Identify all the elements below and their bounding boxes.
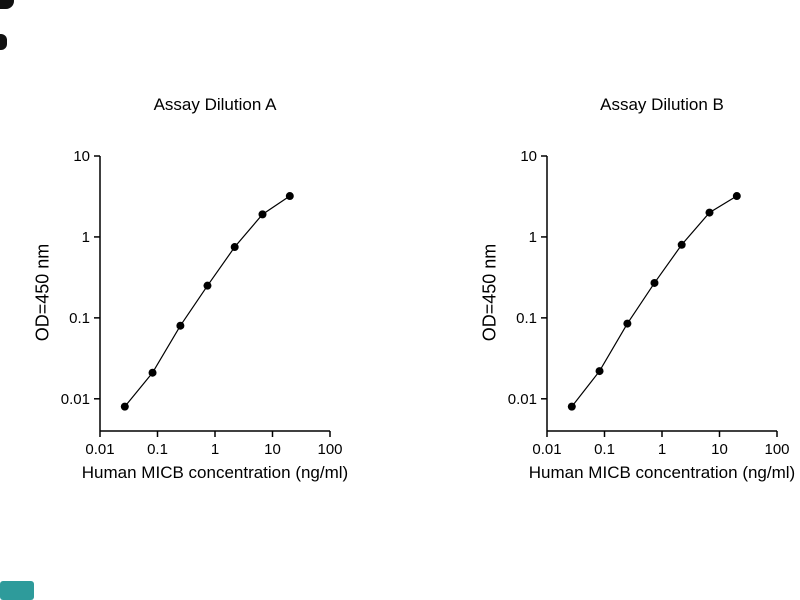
data-point [677,240,686,249]
x-tick-label: 100 [317,441,342,458]
watermark-fragment [0,581,34,600]
y-tick-label: 0.1 [69,310,90,327]
x-tick-label: 10 [264,441,281,458]
data-point [623,319,632,328]
y-tick-label: 1 [82,229,90,246]
data-point [258,210,267,219]
data-point [148,368,157,377]
scan-artifact-corner [0,0,14,9]
data-point [567,402,576,411]
chart-a-title: Assay Dilution A [153,95,277,114]
data-point [285,192,294,201]
chart-b-plot-wrap: OD=450 nm 0.01 0.1 1 10 100 0.01 0.1 1 10 Human … [452,131,800,483]
y-tick-label: 0.01 [508,391,537,408]
x-tick-label: 10 [711,441,728,458]
x-tick-label: 100 [764,441,789,458]
chart-b-title: Assay Dilution B [600,95,724,114]
y-tick-label: 0.01 [61,391,90,408]
y-tick-label: 10 [73,148,90,165]
chart-b-plot-area: 0.01 0.1 1 10 100 0.01 0.1 1 10 [508,148,790,458]
y-tick-label: 1 [529,229,537,246]
chart-a-plot-area: 0.01 0.1 1 10 100 0.01 0.1 1 10 [61,148,343,458]
data-point [203,281,212,290]
x-tick-label: 0.1 [594,441,615,458]
data-point [705,208,714,217]
data-point [650,278,659,287]
data-point [595,367,604,376]
scan-artifact-left-edge [0,34,7,50]
chart-a-x-axis-label: Human MICB concentration (ng/ml) [81,463,349,482]
x-tick-label: 1 [658,441,666,458]
x-tick-label: 0.01 [85,441,114,458]
chart-assay-dilution-a: Assay Dilution A OD=450 nm 0.01 0.1 1 10 100… [5,95,395,483]
chart-a-plot-wrap: OD=450 nm 0.01 0.1 1 10 100 0.01 0.1 1 10 Human … [5,131,395,483]
x-tick-label: 1 [211,441,219,458]
chart-b-x-axis-label: Human MICB concentration (ng/ml) [528,463,796,482]
data-point [732,192,741,201]
x-tick-label: 0.01 [532,441,561,458]
x-tick-label: 0.1 [147,441,168,458]
data-point [120,402,129,411]
y-tick-label: 10 [520,148,537,165]
y-tick-label: 0.1 [516,310,537,327]
data-point [230,243,239,252]
series-line [571,195,738,408]
chart-assay-dilution-b: Assay Dilution B OD=450 nm 0.01 0.1 1 10 100… [452,95,800,483]
data-point [176,321,185,330]
